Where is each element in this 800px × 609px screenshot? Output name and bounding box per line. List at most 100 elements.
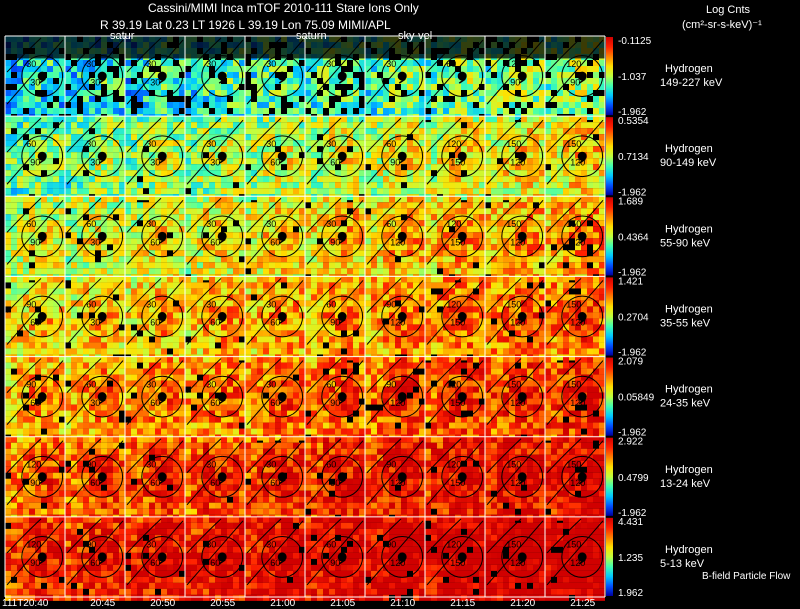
image-panel: 30 — [365, 36, 425, 120]
saturn-ring-marker — [38, 479, 46, 485]
contour-label: 120 — [390, 318, 405, 328]
contour-label: 60 — [86, 379, 96, 389]
contour-line — [66, 438, 102, 474]
contour-line — [426, 197, 462, 233]
contour-line — [186, 119, 244, 185]
image-panel: 30 30 — [65, 36, 125, 120]
species-label: Hydrogen — [665, 223, 713, 235]
saturn-ring-marker — [38, 238, 46, 244]
saturn-marker — [577, 312, 587, 321]
contour-line — [186, 360, 244, 426]
time-tick-label: 21:20 — [510, 598, 535, 609]
contour-line — [486, 197, 522, 233]
colorbar — [606, 37, 613, 116]
image-panel: 150 120 — [545, 276, 605, 361]
contour-label: 150 — [450, 238, 465, 248]
contour-line — [186, 440, 244, 506]
contour-line — [141, 55, 184, 97]
image-panel: 30 60 — [125, 436, 185, 521]
contour-label: 120 — [506, 59, 521, 69]
image-panel: 60 — [425, 36, 485, 120]
saturn-marker — [517, 472, 527, 482]
saturn-marker — [397, 392, 407, 402]
species-label: Hydrogen — [665, 464, 713, 476]
contour-label: 90 — [330, 318, 340, 328]
contour-line — [246, 37, 282, 73]
contour-label: 120 — [510, 398, 525, 408]
contour-label: 120 — [390, 398, 405, 408]
energy-range-label: 24-35 keV — [660, 398, 711, 410]
contour-line — [81, 215, 124, 258]
saturn-marker — [577, 231, 587, 241]
contour-label: 60 — [270, 318, 280, 328]
contour-line — [381, 215, 424, 258]
masked-region — [5, 36, 65, 59]
contour-line — [186, 278, 222, 313]
contour-line — [126, 278, 162, 313]
contour-line — [366, 199, 424, 265]
saturn-ring-marker — [98, 559, 106, 565]
contour-line — [261, 455, 304, 498]
saturn-ring-marker — [158, 158, 166, 164]
masked-region — [485, 36, 545, 59]
image-panel: 30 30 — [125, 116, 185, 201]
contour-line — [126, 39, 184, 105]
colorbar-max-label: 4.431 — [618, 517, 643, 528]
contour-line — [501, 215, 544, 258]
contour-line — [261, 135, 304, 178]
contour-line — [426, 278, 462, 313]
image-panel: 120 150 — [425, 276, 485, 361]
contour-line — [561, 536, 604, 578]
contour-line — [426, 360, 484, 426]
image-panel: 60 90 — [5, 196, 65, 281]
contour-label: 120 — [510, 558, 525, 568]
contour-label: 30 — [90, 318, 100, 328]
contour-line — [546, 358, 582, 393]
contour-label: 120 — [446, 379, 461, 389]
image-panel: 30 60 — [245, 116, 305, 201]
time-tick-label: 20:50 — [150, 598, 175, 609]
contour-line — [321, 455, 364, 498]
image-panel: 60 90 — [305, 276, 365, 361]
contour-line — [306, 520, 364, 586]
contour-line — [546, 197, 582, 233]
saturn-ring-marker — [278, 78, 286, 84]
contour-line — [66, 358, 102, 393]
saturn-ring-marker — [278, 158, 286, 164]
contour-line — [306, 360, 364, 426]
contour-label: 60 — [210, 478, 220, 488]
contour-label: 30 — [146, 540, 156, 550]
orbit-info-line: R 39.19 Lat 0.23 LT 1926 L 39.19 Lon 75.… — [100, 18, 391, 32]
contour-line — [486, 119, 544, 185]
contour-line — [501, 135, 544, 178]
contour-line — [81, 455, 124, 498]
contour-line — [441, 375, 484, 418]
saturn-marker — [337, 552, 347, 562]
contour-label: 150 — [450, 318, 465, 328]
time-tick-label: 21:05 — [330, 598, 355, 609]
contour-label: 30 — [26, 59, 36, 69]
contour-line — [426, 199, 484, 265]
colorbar-min-label: -1.962 — [618, 187, 647, 198]
saturn-ring-marker — [398, 559, 406, 565]
contour-label: 60 — [26, 219, 36, 229]
saturn-marker — [457, 312, 467, 321]
contour-line — [261, 215, 304, 258]
contour-line — [426, 440, 484, 506]
contour-line — [246, 197, 282, 233]
contour-label: 120 — [390, 478, 405, 488]
contour-line — [246, 117, 282, 153]
contour-label: 150 — [450, 398, 465, 408]
saturn-ring-marker — [38, 318, 46, 325]
contour-label: 120 — [446, 540, 461, 550]
saturn-ring-marker — [338, 559, 346, 565]
time-tick-label: 21:00 — [270, 598, 295, 609]
saturn-marker — [337, 231, 347, 241]
contour-line — [486, 520, 544, 586]
saturn-ring-marker — [158, 78, 166, 84]
contour-label: 90 — [386, 379, 396, 389]
contour-line — [21, 295, 64, 338]
contour-line — [126, 438, 162, 474]
saturn-ring-marker — [398, 78, 406, 84]
image-panel: 90 60 — [5, 356, 65, 441]
